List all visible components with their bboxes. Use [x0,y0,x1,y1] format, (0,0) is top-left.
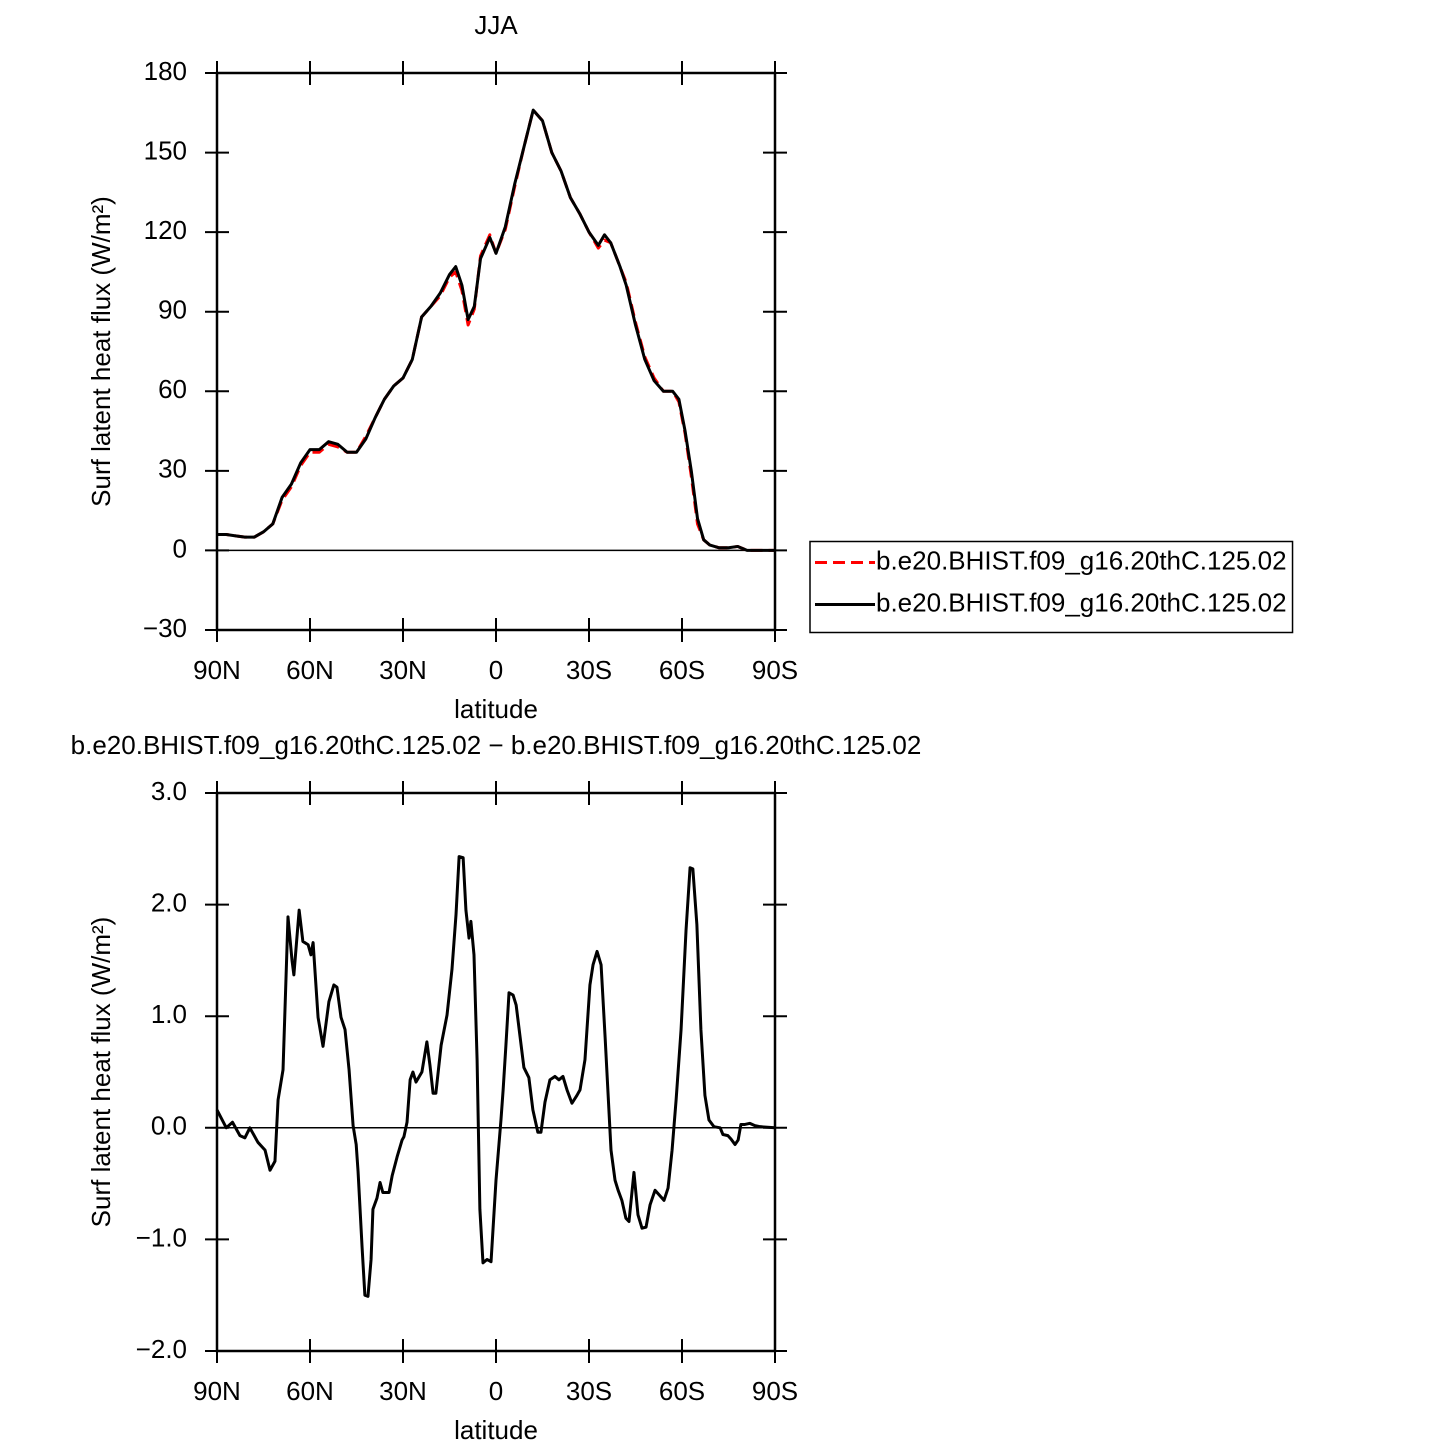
y-tick-label: −2.0 [136,1334,187,1364]
x-tick-label: 60S [659,655,705,685]
chart-panel: JJA latitude Surf latent heat flux (W/m²) −… [86,10,1294,724]
y-tick-label: 0 [173,533,187,563]
series-line [217,108,775,552]
y-tick-label: 3.0 [151,776,187,806]
x-tick-label: 60N [286,1376,334,1406]
chart-title: b.e20.BHIST.f09_g16.20thC.125.02 − b.e20… [71,730,922,760]
legend-label: b.e20.BHIST.f09_g16.20thC.125.02 [876,587,1287,617]
x-tick-label: 30N [379,1376,427,1406]
x-tick-label: 0 [489,1376,503,1406]
plot-frame [215,791,777,1353]
y-tick-label: 120 [144,215,187,245]
x-tick-label: 60N [286,655,334,685]
chart-panel: b.e20.BHIST.f09_g16.20thC.125.02 − b.e20… [71,730,922,1445]
legend: b.e20.BHIST.f09_g16.20thC.125.02 b.e20.BH… [809,540,1294,634]
x-axis-label: latitude [454,694,538,724]
y-tick-label: 150 [144,135,187,165]
x-tick-label: 30N [379,655,427,685]
x-tick-label: 90S [752,1376,798,1406]
chart-title: JJA [474,10,518,40]
y-tick-label: 2.0 [151,887,187,917]
y-axis-label: Surf latent heat flux (W/m²) [86,917,116,1228]
series-line [215,855,776,1298]
x-tick-label: 90N [193,655,241,685]
y-tick-label: 60 [158,374,187,404]
x-tick-label: 90S [752,655,798,685]
x-tick-label: 30S [566,1376,612,1406]
y-axis-label: Surf latent heat flux (W/m²) [86,196,116,507]
y-tick-label: 90 [158,295,187,325]
plot-frame [215,71,777,632]
y-tick-label: −30 [143,613,187,643]
x-tick-label: 60S [659,1376,705,1406]
legend-label: b.e20.BHIST.f09_g16.20thC.125.02 [876,545,1287,575]
legend-box [809,540,1294,634]
x-axis-label: latitude [454,1415,538,1445]
x-tick-label: 90N [193,1376,241,1406]
y-tick-label: 30 [158,454,187,484]
y-tick-label: 1.0 [151,999,187,1029]
x-tick-label: 0 [489,655,503,685]
y-tick-label: −1.0 [136,1222,187,1252]
y-tick-label: 180 [144,56,187,86]
y-tick-label: 0.0 [151,1111,187,1141]
series-line [217,108,775,552]
x-tick-label: 30S [566,655,612,685]
